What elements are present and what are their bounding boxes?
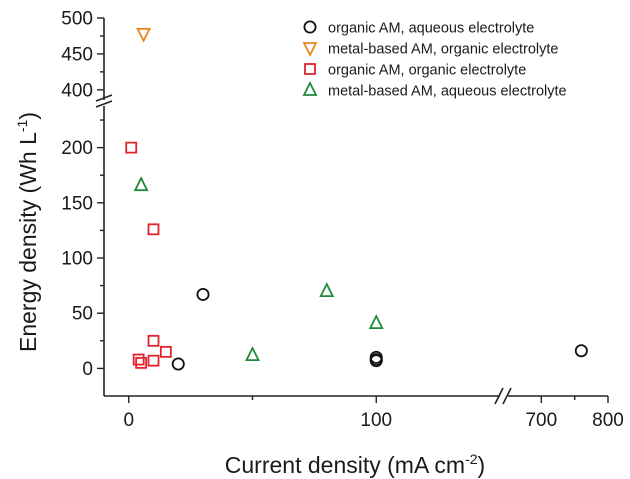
data-point-series-3 <box>125 141 138 154</box>
y-tick-label: 450 <box>61 44 93 65</box>
axes: 0 50 100 150 200 400 450 500 0 100 700 800 <box>61 9 624 432</box>
x-axis-break <box>502 387 512 405</box>
y-tick-label: 100 <box>61 249 93 270</box>
legend-label-1: organic AM, aqueous electrolyte <box>328 21 534 37</box>
legend-marker-4 <box>302 80 318 96</box>
x-axis-title: Current density (mA cm-2) <box>225 451 485 478</box>
data-point-series-3 <box>132 353 145 366</box>
legend-label-4: metal-based AM, aqueous electrolyte <box>328 84 567 100</box>
y-tick-label: 150 <box>61 193 93 214</box>
legend: organic AM, aqueous electrolyte metal-bas… <box>302 20 567 100</box>
legend-marker-1 <box>303 20 317 34</box>
data-point-series-3 <box>147 354 160 367</box>
y-axis-title: Energy density (Wh L-1) <box>14 112 41 352</box>
data-point-series-4 <box>319 282 335 298</box>
y-tick-label: 50 <box>72 304 93 325</box>
data-point-series-3 <box>135 356 148 369</box>
data-point-series-4 <box>245 346 260 362</box>
legend-marker-2 <box>302 42 318 58</box>
legend-label-2: metal-based AM, organic electrolyte <box>328 42 559 58</box>
y-tick-label: 200 <box>61 138 93 159</box>
x-tick-label: 0 <box>123 410 134 431</box>
data-point-series-3 <box>159 345 172 358</box>
data-point-series-4 <box>133 176 149 192</box>
legend-label-3: organic AM, organic electrolyte <box>328 63 526 79</box>
data-point-series-1 <box>171 357 185 371</box>
data-point-series-4 <box>368 314 384 330</box>
x-tick-label: 700 <box>525 410 557 431</box>
legend-marker-3 <box>304 63 316 75</box>
data-point-series-1 <box>369 353 383 367</box>
y-axis-break <box>95 94 113 102</box>
x-tick-label: 100 <box>360 410 392 431</box>
data-point-series-1 <box>574 344 588 358</box>
data-point-series-3 <box>147 334 160 347</box>
y-axis-break <box>95 100 113 108</box>
data-point-series-3 <box>147 223 160 236</box>
data-point-series-2 <box>136 27 152 43</box>
x-axis-break <box>494 387 504 405</box>
y-tick-label: 0 <box>82 359 93 380</box>
data-points <box>125 27 588 371</box>
x-tick-label: 800 <box>592 410 624 431</box>
data-point-series-1 <box>196 287 210 301</box>
y-tick-label: 500 <box>61 9 93 30</box>
y-tick-label: 400 <box>61 80 93 101</box>
